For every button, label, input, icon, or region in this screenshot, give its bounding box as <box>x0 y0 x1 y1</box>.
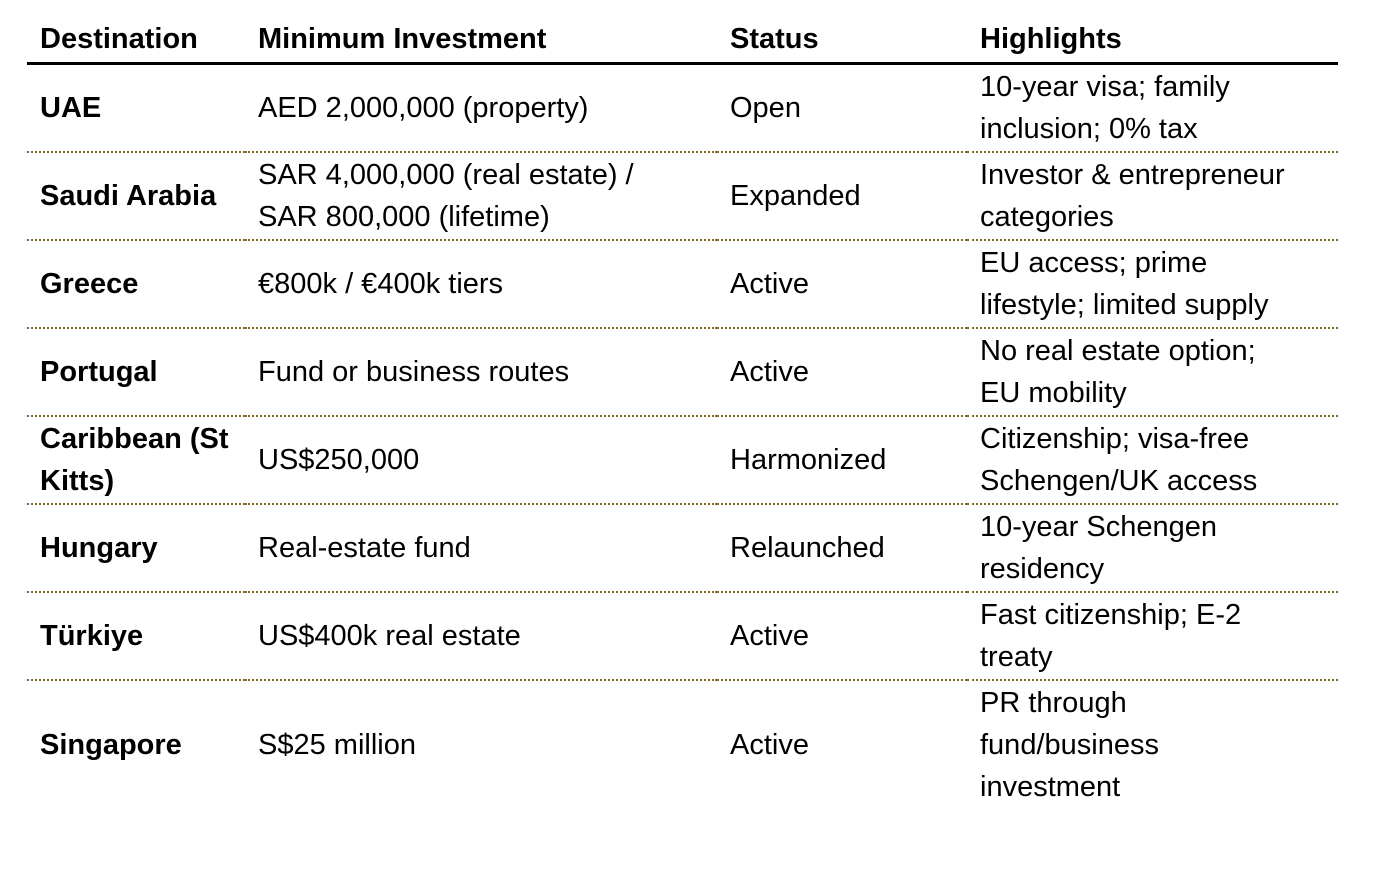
header-highlights: Highlights <box>967 18 1338 65</box>
cell-highlights: Investor & entrepreneur categories <box>967 152 1338 241</box>
cell-status: Expanded <box>717 152 967 241</box>
header-status: Status <box>717 18 967 65</box>
cell-highlights: 10-year Schengen residency <box>967 504 1338 593</box>
cell-status: Open <box>717 63 967 153</box>
cell-minimum-investment: AED 2,000,000 (property) <box>245 63 717 153</box>
cell-status: Harmonized <box>717 416 967 505</box>
cell-highlights: 10-year visa; family inclusion; 0% tax <box>967 63 1338 153</box>
cell-destination: UAE <box>27 63 245 153</box>
table-row: Türkiye US$400k real estate Active Fast … <box>27 592 1338 681</box>
cell-destination: Caribbean (St Kitts) <box>27 416 245 505</box>
table-row: Greece €800k / €400k tiers Active EU acc… <box>27 240 1338 329</box>
cell-minimum-investment: Real-estate fund <box>245 504 717 593</box>
cell-highlights: Fast citizenship; E-2 treaty <box>967 592 1338 681</box>
table-row: Singapore S$25 million Active PR through… <box>27 680 1338 809</box>
cell-minimum-investment: S$25 million <box>258 729 416 761</box>
cell-highlights: EU access; prime lifestyle; limited supp… <box>967 240 1338 329</box>
cell-highlights: Citizenship; visa-free Schengen/UK acces… <box>967 416 1338 505</box>
header-minimum-investment: Minimum Investment <box>245 18 717 65</box>
cell-destination: Greece <box>27 240 245 329</box>
table-row: Hungary Real-estate fund Relaunched 10-y… <box>27 504 1338 593</box>
cell-status: Active <box>730 729 809 761</box>
header-destination: Destination <box>27 18 245 65</box>
cell-destination: Saudi Arabia <box>27 152 245 241</box>
residency-programs-table: Destination Minimum Investment Status Hi… <box>27 18 1338 809</box>
cell-highlights: PR through fund/business investment <box>980 687 1159 803</box>
cell-destination: Türkiye <box>27 592 245 681</box>
table-row: UAE AED 2,000,000 (property) Open 10-yea… <box>27 63 1338 153</box>
header-row: Destination Minimum Investment Status Hi… <box>27 18 1338 65</box>
cell-minimum-investment: US$250,000 <box>245 416 717 505</box>
cell-destination: Portugal <box>27 328 245 417</box>
cell-destination: Singapore <box>40 729 182 761</box>
cell-minimum-investment: US$400k real estate <box>245 592 717 681</box>
cell-minimum-investment: Fund or business routes <box>245 328 717 417</box>
cell-highlights: No real estate option; EU mobility <box>967 328 1338 417</box>
cell-destination: Hungary <box>27 504 245 593</box>
cell-status: Active <box>717 328 967 417</box>
cell-minimum-investment: SAR 4,000,000 (real estate) / SAR 800,00… <box>245 152 717 241</box>
cell-status: Active <box>717 592 967 681</box>
table-row: Portugal Fund or business routes Active … <box>27 328 1338 417</box>
cell-status: Relaunched <box>717 504 967 593</box>
cell-status: Active <box>717 240 967 329</box>
table-row: Caribbean (St Kitts) US$250,000 Harmoniz… <box>27 416 1338 505</box>
table-body: UAE AED 2,000,000 (property) Open 10-yea… <box>27 63 1338 810</box>
table-row: Saudi Arabia SAR 4,000,000 (real estate)… <box>27 152 1338 241</box>
page: Destination Minimum Investment Status Hi… <box>0 18 1392 872</box>
table-header: Destination Minimum Investment Status Hi… <box>27 18 1338 65</box>
cell-minimum-investment: €800k / €400k tiers <box>245 240 717 329</box>
